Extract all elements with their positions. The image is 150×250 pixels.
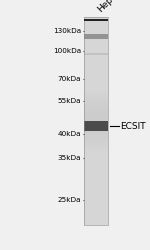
Bar <box>84 121 108 131</box>
Text: 70kDa: 70kDa <box>57 76 81 82</box>
Bar <box>84 18 108 225</box>
Text: 35kDa: 35kDa <box>57 154 81 160</box>
Text: 40kDa: 40kDa <box>57 131 81 137</box>
Text: 55kDa: 55kDa <box>57 98 81 104</box>
Text: ECSIT: ECSIT <box>120 122 146 131</box>
Bar <box>84 52 108 55</box>
Text: 130kDa: 130kDa <box>53 28 81 34</box>
Bar <box>84 19 108 21</box>
Bar <box>84 34 108 39</box>
Text: HepG2: HepG2 <box>96 0 124 14</box>
Text: 25kDa: 25kDa <box>57 197 81 203</box>
Text: 100kDa: 100kDa <box>53 48 81 54</box>
